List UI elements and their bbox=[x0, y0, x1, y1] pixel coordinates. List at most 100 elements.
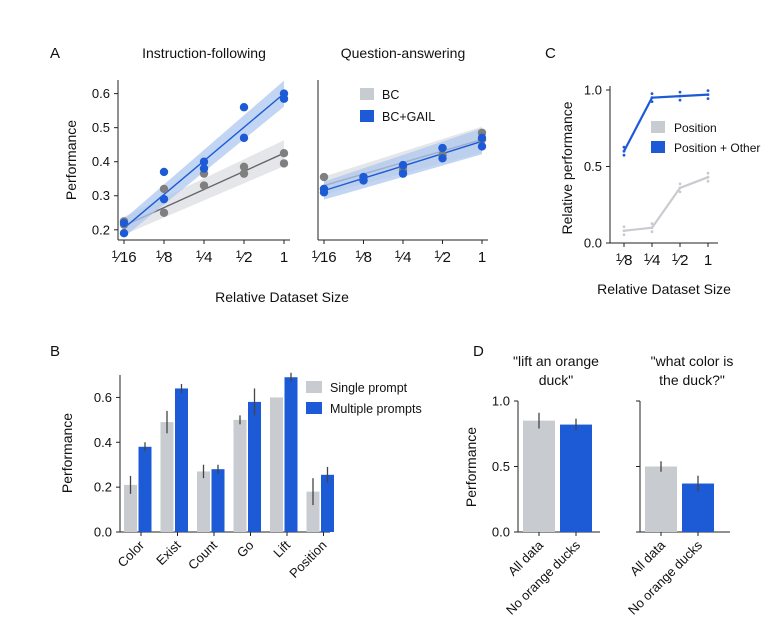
bar-multiple-prompts bbox=[248, 401, 261, 532]
series-point-position bbox=[622, 233, 626, 237]
data-point-bc-gail bbox=[159, 194, 169, 204]
y-tick-label: 0.0 bbox=[492, 525, 510, 540]
x-tick-label: 1⁄2 bbox=[236, 249, 253, 266]
x-tick-label: 1⁄2 bbox=[672, 252, 689, 269]
bar-multiple-prompts bbox=[138, 446, 152, 532]
y-tick-label: 0.5 bbox=[584, 159, 602, 174]
series-point-position bbox=[650, 222, 654, 226]
y-tick-label: 0.2 bbox=[94, 480, 112, 495]
y-tick-label: 0.4 bbox=[94, 435, 112, 450]
y-tick-label: 0.0 bbox=[94, 525, 112, 540]
bar-no-orange-ducks bbox=[560, 424, 592, 532]
x-tick-label: 1⁄8 bbox=[156, 249, 173, 266]
legend-label: Multiple prompts bbox=[330, 402, 422, 416]
data-point-bc bbox=[279, 159, 289, 168]
series-point-position-other bbox=[678, 90, 682, 94]
panel-label-b: B bbox=[50, 343, 60, 360]
series-point-position-other bbox=[706, 93, 710, 96]
data-point-bc-gail bbox=[438, 154, 447, 163]
data-point-bc-gail bbox=[239, 103, 249, 112]
panel-title: Question-answering bbox=[341, 45, 466, 61]
x-tick-label: Lift bbox=[270, 537, 293, 560]
panel-label-d: D bbox=[473, 343, 484, 360]
series-point-position-other bbox=[622, 153, 626, 157]
bar-multiple-prompts bbox=[284, 377, 298, 532]
data-point-bc-gail bbox=[279, 89, 289, 98]
y-tick-label: 0.2 bbox=[92, 222, 110, 237]
legend-label: BC bbox=[382, 88, 399, 102]
x-tick-label: 1⁄16 bbox=[311, 249, 336, 266]
series-point-position-other bbox=[678, 94, 682, 98]
data-point-bc-gail bbox=[159, 167, 169, 177]
y-tick-label: 0.5 bbox=[492, 459, 510, 474]
series-point-position bbox=[706, 175, 710, 179]
panel-title: Instruction-following bbox=[142, 45, 266, 61]
data-point-bc bbox=[279, 148, 289, 158]
legend-label: BC+GAIL bbox=[382, 110, 435, 124]
x-tick-label: 1 bbox=[704, 252, 712, 269]
bar-all-data bbox=[523, 420, 555, 532]
series-point-position bbox=[678, 182, 682, 186]
panel-a-question-answering: Question-answering 1⁄16 1⁄8 1⁄4 1⁄2 1 BC BC+GAI… bbox=[311, 45, 488, 266]
panel-c-relative-performance: 0.0 0.5 1.0 Relative performance 1⁄8 1⁄4 1⁄2 1 P… bbox=[559, 83, 760, 270]
data-point-bc bbox=[239, 169, 249, 178]
y-axis-label: Performance bbox=[59, 413, 75, 493]
series-point-position-other bbox=[706, 97, 710, 100]
x-tick-label: 1 bbox=[478, 249, 486, 266]
legend-swatch bbox=[651, 121, 665, 133]
x-tick-label: Go bbox=[234, 538, 257, 561]
y-tick-label: 0.6 bbox=[92, 86, 110, 101]
x-axis-label-a: Relative Dataset Size bbox=[215, 289, 349, 305]
x-tick-label: 1⁄4 bbox=[196, 249, 213, 266]
data-point-bc-gail bbox=[199, 164, 209, 173]
data-point-bc-gail bbox=[119, 228, 129, 238]
series-point-position bbox=[706, 171, 710, 175]
x-tick-label: Count bbox=[185, 537, 220, 572]
y-axis-label: Relative performance bbox=[559, 101, 575, 234]
data-point-bc-gail bbox=[398, 160, 408, 170]
series-point-position bbox=[706, 179, 710, 183]
x-axis-label-c: Relative Dataset Size bbox=[597, 281, 731, 297]
x-tick-label: 1⁄8 bbox=[355, 249, 372, 266]
panel-label-c: C bbox=[545, 45, 556, 62]
x-tick-label: 1⁄8 bbox=[616, 252, 633, 269]
panel-title-line-2: the duck?" bbox=[659, 372, 725, 388]
data-point-bc bbox=[159, 208, 169, 217]
legend-swatch bbox=[651, 141, 665, 153]
bar-single-prompt bbox=[233, 419, 247, 532]
y-tick-label: 0.4 bbox=[92, 154, 110, 169]
data-point-bc bbox=[199, 181, 209, 190]
x-tick-label: 1 bbox=[280, 249, 288, 266]
data-point-bc-gail bbox=[359, 172, 368, 182]
series-point-position-other bbox=[678, 98, 682, 102]
x-tick-label: 1⁄4 bbox=[644, 252, 661, 269]
x-tick-label: 1⁄16 bbox=[111, 249, 136, 266]
legend-label: Position + Other bbox=[674, 141, 760, 155]
data-point-bc-gail bbox=[477, 133, 487, 143]
data-point-bc-gail bbox=[119, 218, 129, 228]
panel-label-a: A bbox=[50, 45, 60, 62]
legend-swatch bbox=[360, 88, 374, 100]
series-point-position-other bbox=[706, 89, 710, 92]
bar-no-orange-ducks bbox=[682, 483, 714, 532]
legend-label: Single prompt bbox=[330, 381, 408, 395]
data-point-bc-gail bbox=[199, 157, 209, 166]
data-point-bc bbox=[239, 162, 249, 172]
bar-all-data bbox=[645, 466, 677, 532]
panel-b-bar-chart: 0.0 0.2 0.4 0.6 Performance Color Exist Count Go… bbox=[59, 372, 422, 581]
y-tick-label: 0.0 bbox=[584, 236, 602, 251]
bar-multiple-prompts bbox=[211, 469, 225, 532]
bar-single-prompt bbox=[197, 471, 210, 532]
panel-a-instruction-following: Instruction-following 0.2 0.3 0.4 0.5 0.6 Perf… bbox=[63, 45, 290, 266]
legend-label: Position bbox=[674, 121, 717, 135]
bar-single-prompt bbox=[160, 422, 174, 532]
series-point-position-other bbox=[650, 96, 654, 100]
series-point-position bbox=[650, 230, 654, 234]
y-axis-label: Performance bbox=[463, 427, 479, 507]
data-point-bc bbox=[159, 184, 169, 194]
bar-multiple-prompts bbox=[175, 388, 188, 532]
legend-swatch bbox=[306, 381, 322, 393]
panel-title-line-1: "what color is bbox=[651, 353, 734, 369]
series-point-position-other bbox=[650, 100, 654, 104]
